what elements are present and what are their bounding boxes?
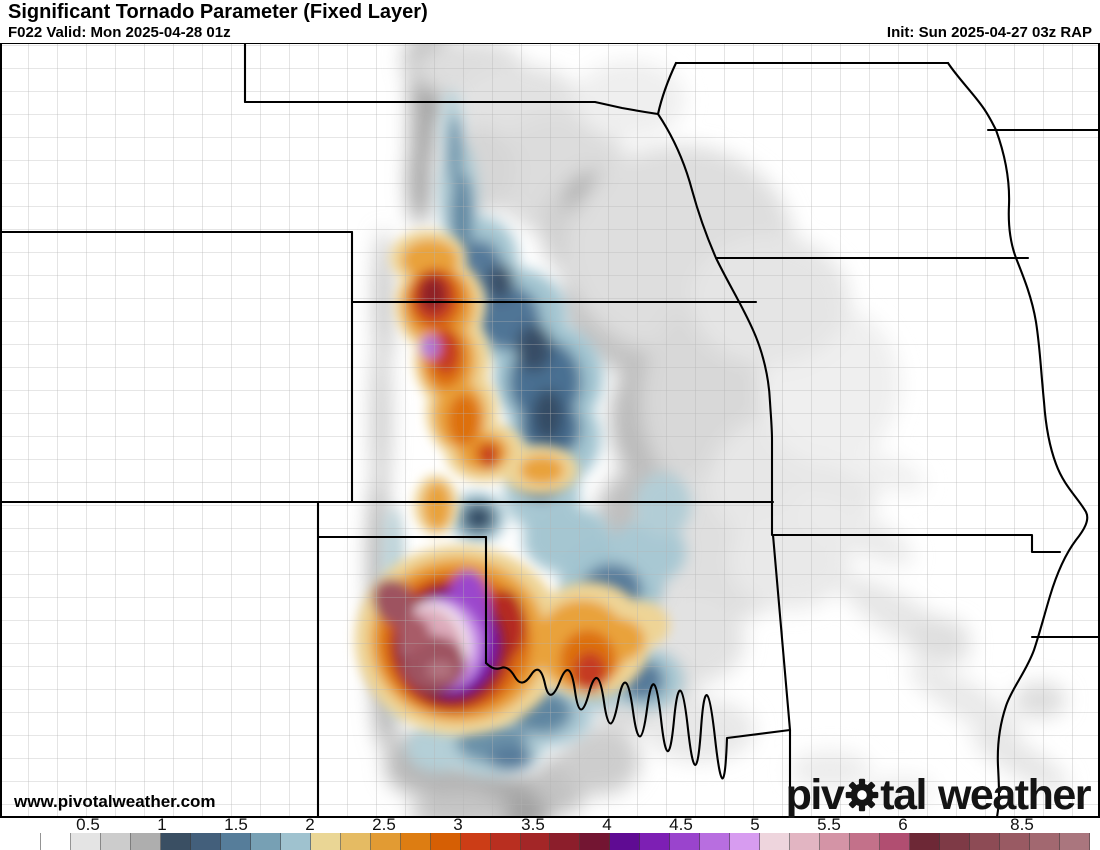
colorbar-segment (880, 833, 911, 850)
state-borders (1, 43, 1099, 817)
colorbar-segment (550, 833, 581, 850)
colorbar-label: 4 (602, 815, 612, 834)
colorbar-segment (100, 833, 131, 850)
colorbar-segment (220, 833, 251, 850)
colorbar-labels: 0.5 1 1.5 2 2.5 3 3.5 4 4.5 5 5.5 6 8.5 (0, 815, 1100, 834)
colorbar-segment (400, 833, 431, 850)
map-svg (0, 42, 1100, 818)
colorbar-segment (1029, 833, 1060, 850)
colorbar-segment (790, 833, 821, 850)
colorbar-segment (310, 833, 341, 850)
colorbar-label: 0.5 (76, 815, 100, 834)
colorbar-label: 8.5 (1010, 815, 1034, 834)
colorbar-label: 2 (305, 815, 315, 834)
colorbar-segment (70, 833, 101, 850)
colorbar-segment (850, 833, 881, 850)
weather-map (0, 42, 1100, 818)
website-url: www.pivotalweather.com (14, 792, 216, 811)
colorbar-segment (610, 833, 641, 850)
colorbar-segments (40, 833, 1090, 850)
colorbar-segment (130, 833, 161, 850)
pivotal-weather-logo: piv tal weather (785, 768, 1092, 823)
colorbar-segment (280, 833, 311, 850)
colorbar-label: 3 (453, 815, 463, 834)
colorbar-label: 6 (898, 815, 908, 834)
colorbar-segment (640, 833, 671, 850)
colorbar-label: 1 (157, 815, 167, 834)
logo-text-piv: piv (785, 771, 845, 819)
logo-text-weather: weather (937, 771, 1092, 819)
valid-time-label: F022 Valid: Mon 2025-04-28 01z (8, 24, 231, 41)
init-time-label: Init: Sun 2025-04-27 03z RAP (886, 24, 1092, 41)
colorbar-segment (910, 833, 941, 850)
header: Significant Tornado Parameter (Fixed Lay… (0, 0, 1100, 43)
colorbar-segment (820, 833, 851, 850)
colorbar-segment (670, 833, 701, 850)
colorbar-segment (760, 833, 791, 850)
colorbar-segment (40, 833, 71, 850)
colorbar-segment (580, 833, 611, 850)
colorbar-label: 4.5 (669, 815, 693, 834)
colorbar-segment (250, 833, 281, 850)
colorbar-segment (460, 833, 491, 850)
colorbar-segment (700, 833, 731, 850)
colorbar-segment (340, 833, 371, 850)
logo-text-tal: tal (880, 771, 927, 819)
colorbar-segment (940, 833, 971, 850)
colorbar-segment (970, 833, 1000, 850)
colorbar-segment (730, 833, 761, 850)
colorbar-segment (430, 833, 461, 850)
colorbar-label: 5.5 (817, 815, 841, 834)
colorbar-label: 3.5 (521, 815, 545, 834)
colorbar-label: 5 (750, 815, 760, 834)
colorbar-segment (520, 833, 551, 850)
gear-icon (845, 774, 879, 823)
county-lines (1, 43, 1099, 817)
colorbar-label: 1.5 (224, 815, 248, 834)
colorbar-segment (1059, 833, 1090, 850)
colorbar-label: 2.5 (372, 815, 396, 834)
colorbar-segment (490, 833, 521, 850)
colorbar-segment (1000, 833, 1030, 850)
colorbar-segment (160, 833, 191, 850)
colorbar-segment (190, 833, 221, 850)
map-frame (0, 42, 1100, 818)
page-title: Significant Tornado Parameter (Fixed Lay… (8, 1, 428, 23)
colorbar-segment (370, 833, 401, 850)
